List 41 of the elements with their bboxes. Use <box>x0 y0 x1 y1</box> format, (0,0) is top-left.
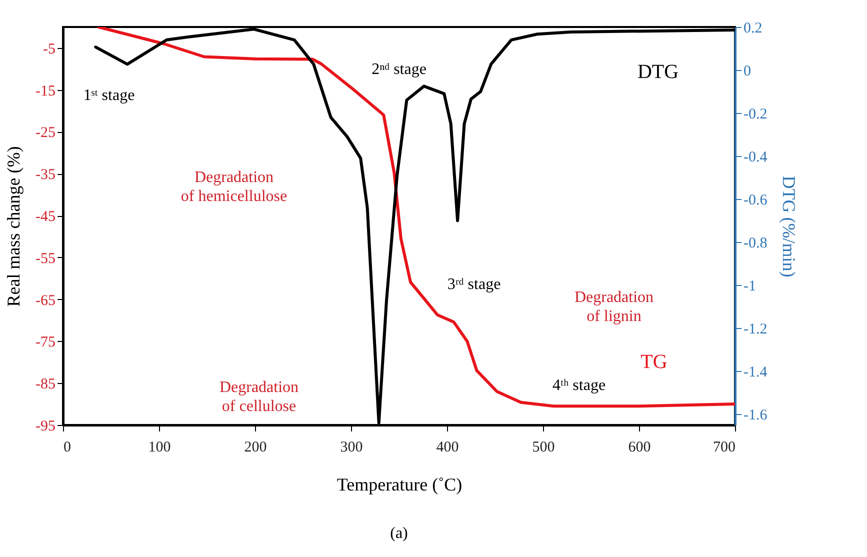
y-tick-label: -45 <box>36 209 56 226</box>
y-tick-label: -65 <box>36 292 56 309</box>
y2-tick-label: -0.8 <box>744 236 768 252</box>
x-tick-label: 600 <box>628 440 651 456</box>
series-label: DTG <box>637 61 679 84</box>
x-tick-label: 700 <box>713 440 736 456</box>
y-tick-label: -75 <box>36 334 56 351</box>
annotation: 2ⁿᵈ stage <box>372 61 426 78</box>
y2-tick-label: -1 <box>744 278 756 295</box>
y2-tick-label: -1.4 <box>744 364 768 381</box>
x-tick-label: 0 <box>64 440 71 456</box>
x-tick-label: 500 <box>532 440 555 456</box>
y-tick-label: -35 <box>36 167 56 184</box>
annotation: 4ᵗʰ stage <box>552 377 606 394</box>
y2-tick-label: -0.2 <box>744 106 768 123</box>
x-tick-label: 200 <box>244 440 267 456</box>
text: (a) <box>390 525 408 542</box>
x-axis-title: Temperature (˚C) <box>336 474 462 494</box>
y-axis-title: Real mass change (%) <box>4 146 24 307</box>
y-tick-label: -95 <box>36 418 56 434</box>
annotation: 3ʳᵈ stage <box>447 276 501 293</box>
y-tick-label: -15 <box>36 83 56 100</box>
y2-tick-label: -1.6 <box>744 408 768 424</box>
series-label: TG <box>640 351 668 374</box>
annotation: Degradation of lignin <box>574 289 654 325</box>
y2-tick-label: 0.2 <box>744 20 762 36</box>
y-tick-label: -5 <box>43 41 56 58</box>
y2-axis-title: DTG (%/min) <box>779 176 800 278</box>
y-tick-label: -55 <box>36 250 56 267</box>
y-tick-label: -25 <box>36 125 56 142</box>
annotation: 1ˢᵗ stage <box>83 87 135 104</box>
y2-tick-label: -0.6 <box>744 192 768 209</box>
x-tick-label: 100 <box>148 440 171 456</box>
x-tick-label: 300 <box>340 440 363 456</box>
y2-tick-label: -0.4 <box>744 150 768 166</box>
x-tick-label: 400 <box>436 440 459 456</box>
y-tick-label: -85 <box>36 376 56 393</box>
y2-tick-label: 0 <box>744 64 751 80</box>
annotation: Degradation of cellulose <box>219 379 299 415</box>
annotation: Degradation of hemicellulose <box>180 169 288 205</box>
y2-tick-label: -1.2 <box>744 322 768 338</box>
